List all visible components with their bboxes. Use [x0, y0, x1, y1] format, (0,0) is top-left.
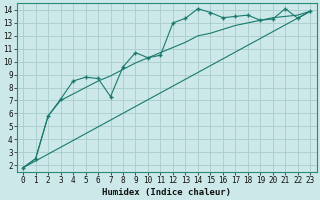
X-axis label: Humidex (Indice chaleur): Humidex (Indice chaleur) — [102, 188, 231, 197]
